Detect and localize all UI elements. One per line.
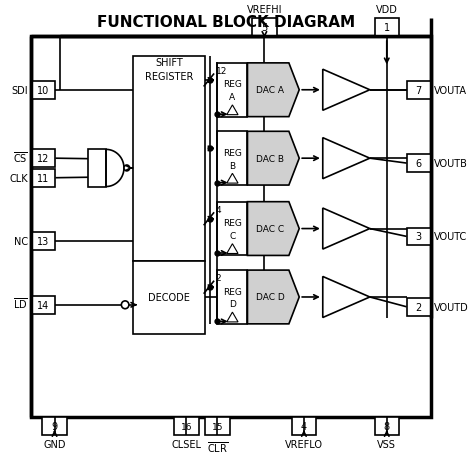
Bar [407,298,431,316]
Text: 15: 15 [211,421,223,431]
Circle shape [121,301,129,309]
Bar [374,19,399,37]
Text: 4: 4 [301,421,307,431]
Text: 8: 8 [383,421,390,431]
Text: $\overline{\mathregular{CS}}$: $\overline{\mathregular{CS}}$ [13,150,28,164]
Polygon shape [247,270,299,324]
Bar [31,233,55,251]
Bar [31,37,431,417]
Bar [407,155,431,173]
Bar [31,297,55,314]
Text: 4: 4 [216,206,221,214]
Bar [407,228,431,246]
Text: 12: 12 [216,67,227,76]
Text: 7: 7 [416,85,422,95]
Bar [218,270,247,324]
Polygon shape [227,313,238,322]
Bar [133,261,205,335]
Text: 14: 14 [37,300,49,310]
Text: 16: 16 [181,421,192,431]
Text: VDD: VDD [376,6,398,16]
Text: SDI: SDI [11,85,28,95]
Bar [205,417,229,435]
Text: VSS: VSS [377,439,396,449]
Text: 10: 10 [37,85,49,95]
Text: FUNCTIONAL BLOCK DIAGRAM: FUNCTIONAL BLOCK DIAGRAM [97,15,355,29]
Text: SHIFT: SHIFT [155,58,183,68]
Text: DAC C: DAC C [256,224,284,234]
Text: C: C [229,231,236,241]
Bar [374,417,399,435]
Bar [31,150,55,168]
Bar [218,64,247,118]
Bar [88,150,106,187]
Text: DAC B: DAC B [256,154,284,163]
Text: 6: 6 [416,159,422,169]
Bar [292,417,316,435]
Text: 2: 2 [416,302,422,312]
Text: GND: GND [43,439,66,449]
Text: 13: 13 [37,237,49,247]
Polygon shape [323,277,370,318]
Text: REG: REG [223,80,242,89]
Bar [252,19,277,37]
Text: DAC D: DAC D [255,293,284,302]
Text: DAC A: DAC A [256,86,284,95]
Text: DECODE: DECODE [148,293,190,303]
Bar [133,56,205,261]
Text: VOUTA: VOUTA [434,85,467,95]
Bar [174,417,199,435]
Text: $\overline{\mathregular{LD}}$: $\overline{\mathregular{LD}}$ [13,296,28,311]
Text: CLK: CLK [9,174,28,183]
Text: REG: REG [223,287,242,296]
Text: REG: REG [223,149,242,157]
Bar [218,132,247,185]
Polygon shape [247,64,299,118]
Text: 5: 5 [261,23,267,33]
Text: 3: 3 [416,232,422,242]
Polygon shape [323,70,370,111]
Bar [31,82,55,99]
Polygon shape [227,106,238,115]
Polygon shape [247,132,299,185]
Text: NC: NC [14,237,28,247]
Polygon shape [323,208,370,250]
Text: VREFLO: VREFLO [285,439,323,449]
Polygon shape [247,202,299,256]
Text: VOUTD: VOUTD [434,302,469,312]
Text: $\overline{\mathregular{CLR}}$: $\overline{\mathregular{CLR}}$ [207,439,228,453]
Circle shape [124,166,129,172]
Text: 2: 2 [216,274,221,283]
Text: 11: 11 [37,174,49,183]
Text: 12: 12 [37,154,49,164]
Text: 1: 1 [383,23,390,33]
Bar [31,169,55,187]
Text: 9: 9 [52,421,58,431]
Text: VOUTC: VOUTC [434,232,467,242]
Text: VREFHI: VREFHI [246,6,282,16]
Text: REG: REG [223,219,242,228]
Bar [218,202,247,256]
Text: D: D [229,300,236,308]
Text: B: B [229,161,236,170]
Text: A: A [229,93,236,102]
Polygon shape [227,174,238,184]
Text: REGISTER: REGISTER [145,72,193,82]
Text: CLSEL: CLSEL [171,439,201,449]
Text: VOUTB: VOUTB [434,159,468,169]
Polygon shape [323,138,370,179]
Polygon shape [227,244,238,254]
Bar [42,417,67,435]
Bar [407,82,431,99]
